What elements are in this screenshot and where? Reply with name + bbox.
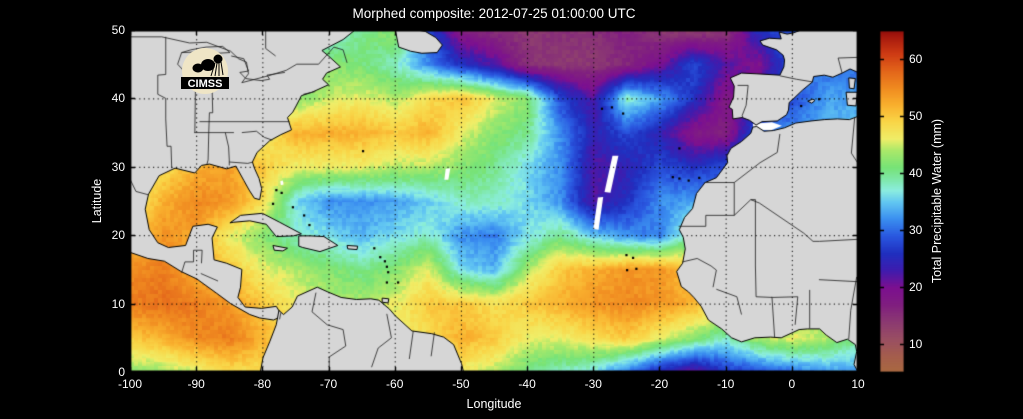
y-tick-label: 0	[118, 365, 125, 379]
x-tick-label: -20	[650, 377, 669, 391]
colorbar-tick-label: 20	[909, 280, 923, 295]
y-tick-label: 50	[111, 23, 125, 37]
plot-title: Morphed composite: 2012-07-25 01:00:00 U…	[352, 6, 636, 21]
cimss-logo-dish-right	[201, 59, 215, 71]
x-tick-label: -30	[584, 377, 602, 391]
x-tick-label: -50	[452, 377, 470, 391]
x-tick-label: -90	[187, 377, 205, 391]
x-tick-label: -100	[117, 377, 143, 391]
x-axis-label: Longitude	[466, 397, 522, 411]
colorbar-tick-label: 60	[909, 51, 923, 66]
x-tick-label: -80	[253, 377, 272, 391]
x-tick-label: -10	[716, 377, 735, 391]
x-tick-label: -40	[518, 377, 536, 391]
colorbar-tick-label: 30	[909, 223, 923, 238]
colorbar-label: Total Precipitable Water (mm)	[930, 118, 944, 284]
cimss-logo-dish-left	[192, 63, 204, 73]
colorbar-tick-label: 50	[909, 108, 923, 123]
cimss-logo-satellite	[213, 54, 223, 64]
y-tick-label: 30	[111, 159, 125, 174]
x-tick-label: -70	[319, 377, 338, 391]
x-tick-label: 10	[851, 377, 865, 391]
colorbar-canvas	[879, 30, 905, 373]
cimss-logo-banner	[181, 77, 229, 89]
map-canvas	[130, 30, 858, 372]
y-axis-label: Latitude	[90, 178, 104, 224]
cimss-logo-text: CIMSS	[188, 78, 223, 90]
y-tick-label: 40	[111, 91, 125, 106]
y-tick-label: 20	[111, 228, 125, 243]
colorbar-tick-label: 10	[909, 337, 923, 352]
cimss-logo-signal-lines	[210, 61, 224, 77]
cimss-logo-graphic: CIMSS	[181, 48, 229, 94]
x-tick-label: 0	[788, 377, 796, 391]
cimss-logo: CIMSS	[178, 46, 232, 100]
y-tick-label: 10	[111, 296, 125, 311]
x-tick-label: -60	[386, 377, 404, 391]
colorbar-tick-label: 40	[909, 165, 923, 180]
